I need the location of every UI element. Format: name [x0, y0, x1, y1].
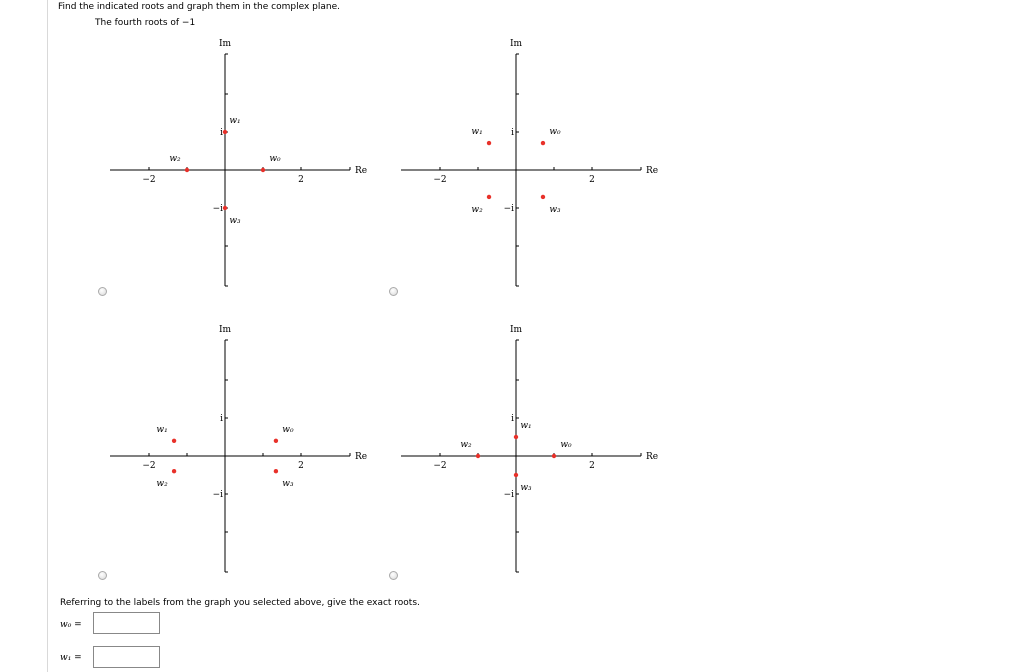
root-label: w₃	[282, 479, 294, 489]
tick-label-2: 2	[298, 175, 304, 185]
tick-label-neg2: −2	[142, 461, 155, 471]
root-point	[273, 438, 279, 443]
tick-label-neg-i: −i	[213, 204, 224, 214]
root-label: w₃	[520, 483, 532, 493]
answer-label-w1: w₁ =	[60, 653, 82, 663]
option-radio-3[interactable]	[98, 571, 107, 580]
imaginary-axis-label: Im	[510, 39, 523, 49]
imaginary-axis-label: Im	[219, 39, 232, 49]
root-label: w₂	[460, 440, 472, 450]
root-label: w₁	[471, 127, 482, 137]
root-point	[184, 167, 190, 173]
left-border	[47, 0, 48, 672]
root-point	[486, 194, 492, 200]
root-label: w₂	[169, 154, 181, 164]
real-axis-label: Re	[646, 452, 658, 462]
option-radio-2[interactable]	[389, 287, 398, 296]
root-point	[171, 438, 177, 443]
root-point	[540, 140, 546, 146]
answer-prompt: Referring to the labels from the graph y…	[60, 598, 420, 608]
option-radio-4[interactable]	[389, 571, 398, 580]
root-label: w₃	[549, 205, 561, 215]
real-axis-label: Re	[646, 166, 658, 176]
root-point	[540, 194, 546, 200]
root-label: w₀	[269, 154, 281, 164]
root-label: w₀	[560, 440, 572, 450]
tick-label-neg2: −2	[433, 461, 446, 471]
tick-label-i: i	[511, 414, 514, 424]
root-point	[222, 205, 228, 211]
root-label: w₀	[282, 425, 294, 435]
imaginary-axis-label: Im	[219, 325, 232, 335]
root-point	[273, 469, 279, 474]
real-axis-label: Re	[355, 166, 367, 176]
root-label: w₃	[229, 216, 241, 226]
root-label: w₀	[549, 127, 561, 137]
root-label: w₂	[156, 479, 168, 489]
tick-label-2: 2	[589, 461, 595, 471]
tick-label-i: i	[220, 414, 223, 424]
root-point	[513, 472, 519, 478]
root-point	[260, 167, 266, 173]
tick-label-2: 2	[589, 175, 595, 185]
tick-label-neg-i: −i	[504, 204, 515, 214]
tick-label-neg-i: −i	[213, 490, 224, 500]
imaginary-axis-label: Im	[510, 325, 523, 335]
answer-input-w1[interactable]	[93, 646, 160, 668]
tick-label-neg2: −2	[433, 175, 446, 185]
root-point	[171, 469, 177, 474]
answer-input-w0[interactable]	[93, 612, 160, 634]
root-point	[513, 434, 519, 440]
root-label: w₂	[471, 205, 483, 215]
root-point	[486, 140, 492, 146]
root-label: w₁	[229, 116, 240, 126]
question-title: Find the indicated roots and graph them …	[58, 2, 340, 12]
real-axis-label: Re	[355, 452, 367, 462]
answer-label-w0: w₀ =	[60, 620, 82, 630]
question-subtitle: The fourth roots of −1	[95, 18, 196, 28]
root-point	[551, 453, 557, 459]
root-point	[222, 129, 228, 135]
tick-label-2: 2	[298, 461, 304, 471]
root-label: w₁	[156, 425, 167, 435]
root-point	[475, 453, 481, 459]
tick-label-neg-i: −i	[504, 490, 515, 500]
option-radio-1[interactable]	[98, 287, 107, 296]
tick-label-i: i	[511, 128, 514, 138]
tick-label-i: i	[220, 128, 223, 138]
tick-label-neg2: −2	[142, 175, 155, 185]
root-label: w₁	[520, 421, 531, 431]
